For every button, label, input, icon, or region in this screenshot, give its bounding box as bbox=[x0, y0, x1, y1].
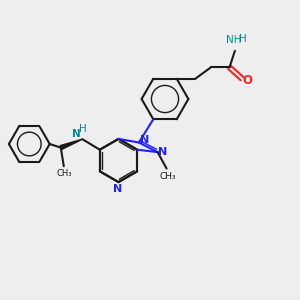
Text: O: O bbox=[242, 74, 252, 87]
Text: CH₃: CH₃ bbox=[56, 169, 71, 178]
Text: N: N bbox=[72, 129, 81, 139]
Polygon shape bbox=[60, 139, 82, 150]
Text: H: H bbox=[239, 34, 247, 44]
Text: CH₃: CH₃ bbox=[160, 172, 176, 182]
Text: N: N bbox=[140, 135, 149, 145]
Text: H: H bbox=[79, 124, 86, 134]
Text: N: N bbox=[113, 184, 122, 194]
Text: N: N bbox=[158, 147, 168, 157]
Text: NH: NH bbox=[226, 35, 241, 45]
